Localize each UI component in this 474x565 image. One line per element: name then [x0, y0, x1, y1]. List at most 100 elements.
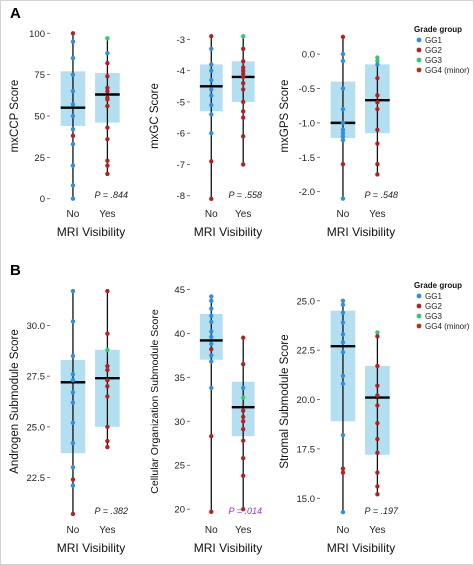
data-point [70, 440, 76, 446]
data-point [241, 414, 246, 420]
data-point [209, 509, 214, 515]
data-point [105, 88, 110, 94]
p-value-label: P = .197 [365, 506, 399, 516]
legend-label: GG3 [425, 56, 442, 65]
y-tick-label: -3 [177, 35, 185, 46]
y-tick-label: -2.0 [299, 187, 315, 198]
data-point [70, 378, 76, 383]
data-point [70, 465, 76, 470]
x-axis-title: MRI Visibility [57, 225, 125, 239]
data-point [209, 298, 214, 304]
data-point [209, 346, 214, 352]
y-axis-title: mxGPS Score [279, 80, 291, 153]
data-point [241, 456, 246, 461]
y-tick-label: 25 [34, 153, 45, 164]
data-point [340, 349, 346, 355]
data-point [340, 302, 346, 307]
x-axis-title: MRI Visibility [194, 225, 262, 239]
data-point [209, 434, 214, 439]
x-tick-label: No [337, 525, 350, 536]
data-point [209, 102, 214, 108]
y-tick-label: 20 [174, 505, 185, 516]
chart-1: 0 25 50 75 100 mxCCP Score No Yes MRI Visibility… [9, 29, 128, 239]
data-point [241, 34, 246, 39]
legend-label: GG2 [425, 302, 442, 311]
legend-swatch [416, 67, 422, 73]
x-tick-label: Yes [235, 525, 251, 536]
data-point [241, 74, 246, 80]
data-point [241, 162, 246, 167]
y-tick-label: 20.0 [297, 395, 316, 406]
data-point [70, 288, 76, 294]
data-point [105, 347, 110, 353]
data-point [340, 298, 346, 303]
data-point [209, 77, 214, 83]
y-tick-label: -8 [177, 191, 185, 202]
y-axis-title: mxGC Score [149, 83, 161, 149]
data-point [340, 332, 346, 337]
data-point [209, 68, 214, 73]
y-tick-label: -0.5 [299, 84, 315, 95]
data-point [241, 59, 246, 64]
charts-layer: 0 25 50 75 100 mxCCP Score No Yes MRI Visibility… [9, 29, 399, 555]
legend-swatch [416, 293, 422, 299]
data-point [241, 46, 246, 51]
x-tick-label: No [205, 209, 218, 220]
data-point [340, 134, 346, 139]
data-point [70, 102, 76, 107]
data-point [375, 58, 380, 64]
y-tick-label: 35 [174, 373, 185, 384]
data-point [70, 420, 76, 425]
data-point [241, 134, 246, 139]
data-point [105, 158, 110, 163]
y-tick-label: 100 [29, 29, 45, 40]
y-axis-title: Stromal Submodule Score [279, 334, 291, 468]
data-point [241, 71, 246, 76]
data-point [105, 438, 110, 444]
data-point [105, 384, 110, 389]
data-point [340, 86, 346, 91]
y-tick-label: 25.0 [297, 296, 316, 307]
data-point [375, 93, 380, 98]
data-point [209, 46, 214, 51]
legend-swatch [416, 37, 422, 43]
data-point [375, 100, 380, 105]
legend-swatch [416, 323, 422, 329]
data-point [340, 127, 346, 132]
data-point [375, 403, 380, 408]
data-point [209, 196, 214, 202]
data-point [209, 341, 214, 347]
data-point [375, 334, 380, 339]
y-tick-label: 45 [174, 285, 185, 296]
data-point [241, 68, 246, 73]
data-point [241, 426, 246, 432]
x-tick-label: No [337, 209, 350, 220]
x-axis-title: MRI Visibility [327, 225, 395, 239]
data-point [340, 470, 346, 475]
data-point [375, 363, 380, 369]
p-value-label: P = .014 [229, 506, 262, 516]
data-point [209, 359, 214, 364]
data-point [105, 424, 110, 430]
data-point [340, 131, 346, 136]
y-tick-label: 0 [40, 194, 45, 205]
data-point [105, 60, 110, 66]
data-point [209, 334, 214, 340]
data-point [70, 72, 76, 77]
data-point [209, 306, 214, 311]
data-point [209, 62, 214, 67]
p-value-label: P = .382 [95, 506, 128, 516]
data-point [105, 378, 110, 383]
data-point [105, 50, 110, 56]
data-point [70, 477, 76, 482]
data-point [105, 97, 110, 102]
x-tick-label: No [67, 209, 80, 220]
data-point [375, 393, 380, 398]
legend-label: GG2 [425, 46, 442, 55]
data-point [340, 466, 346, 471]
data-point [70, 133, 76, 139]
p-value-label: P = .844 [95, 190, 128, 200]
x-tick-label: Yes [99, 525, 115, 536]
chart-6: 15.0 17.5 20.0 22.5 25.0 Stromal Submodule Sc… [279, 296, 399, 555]
